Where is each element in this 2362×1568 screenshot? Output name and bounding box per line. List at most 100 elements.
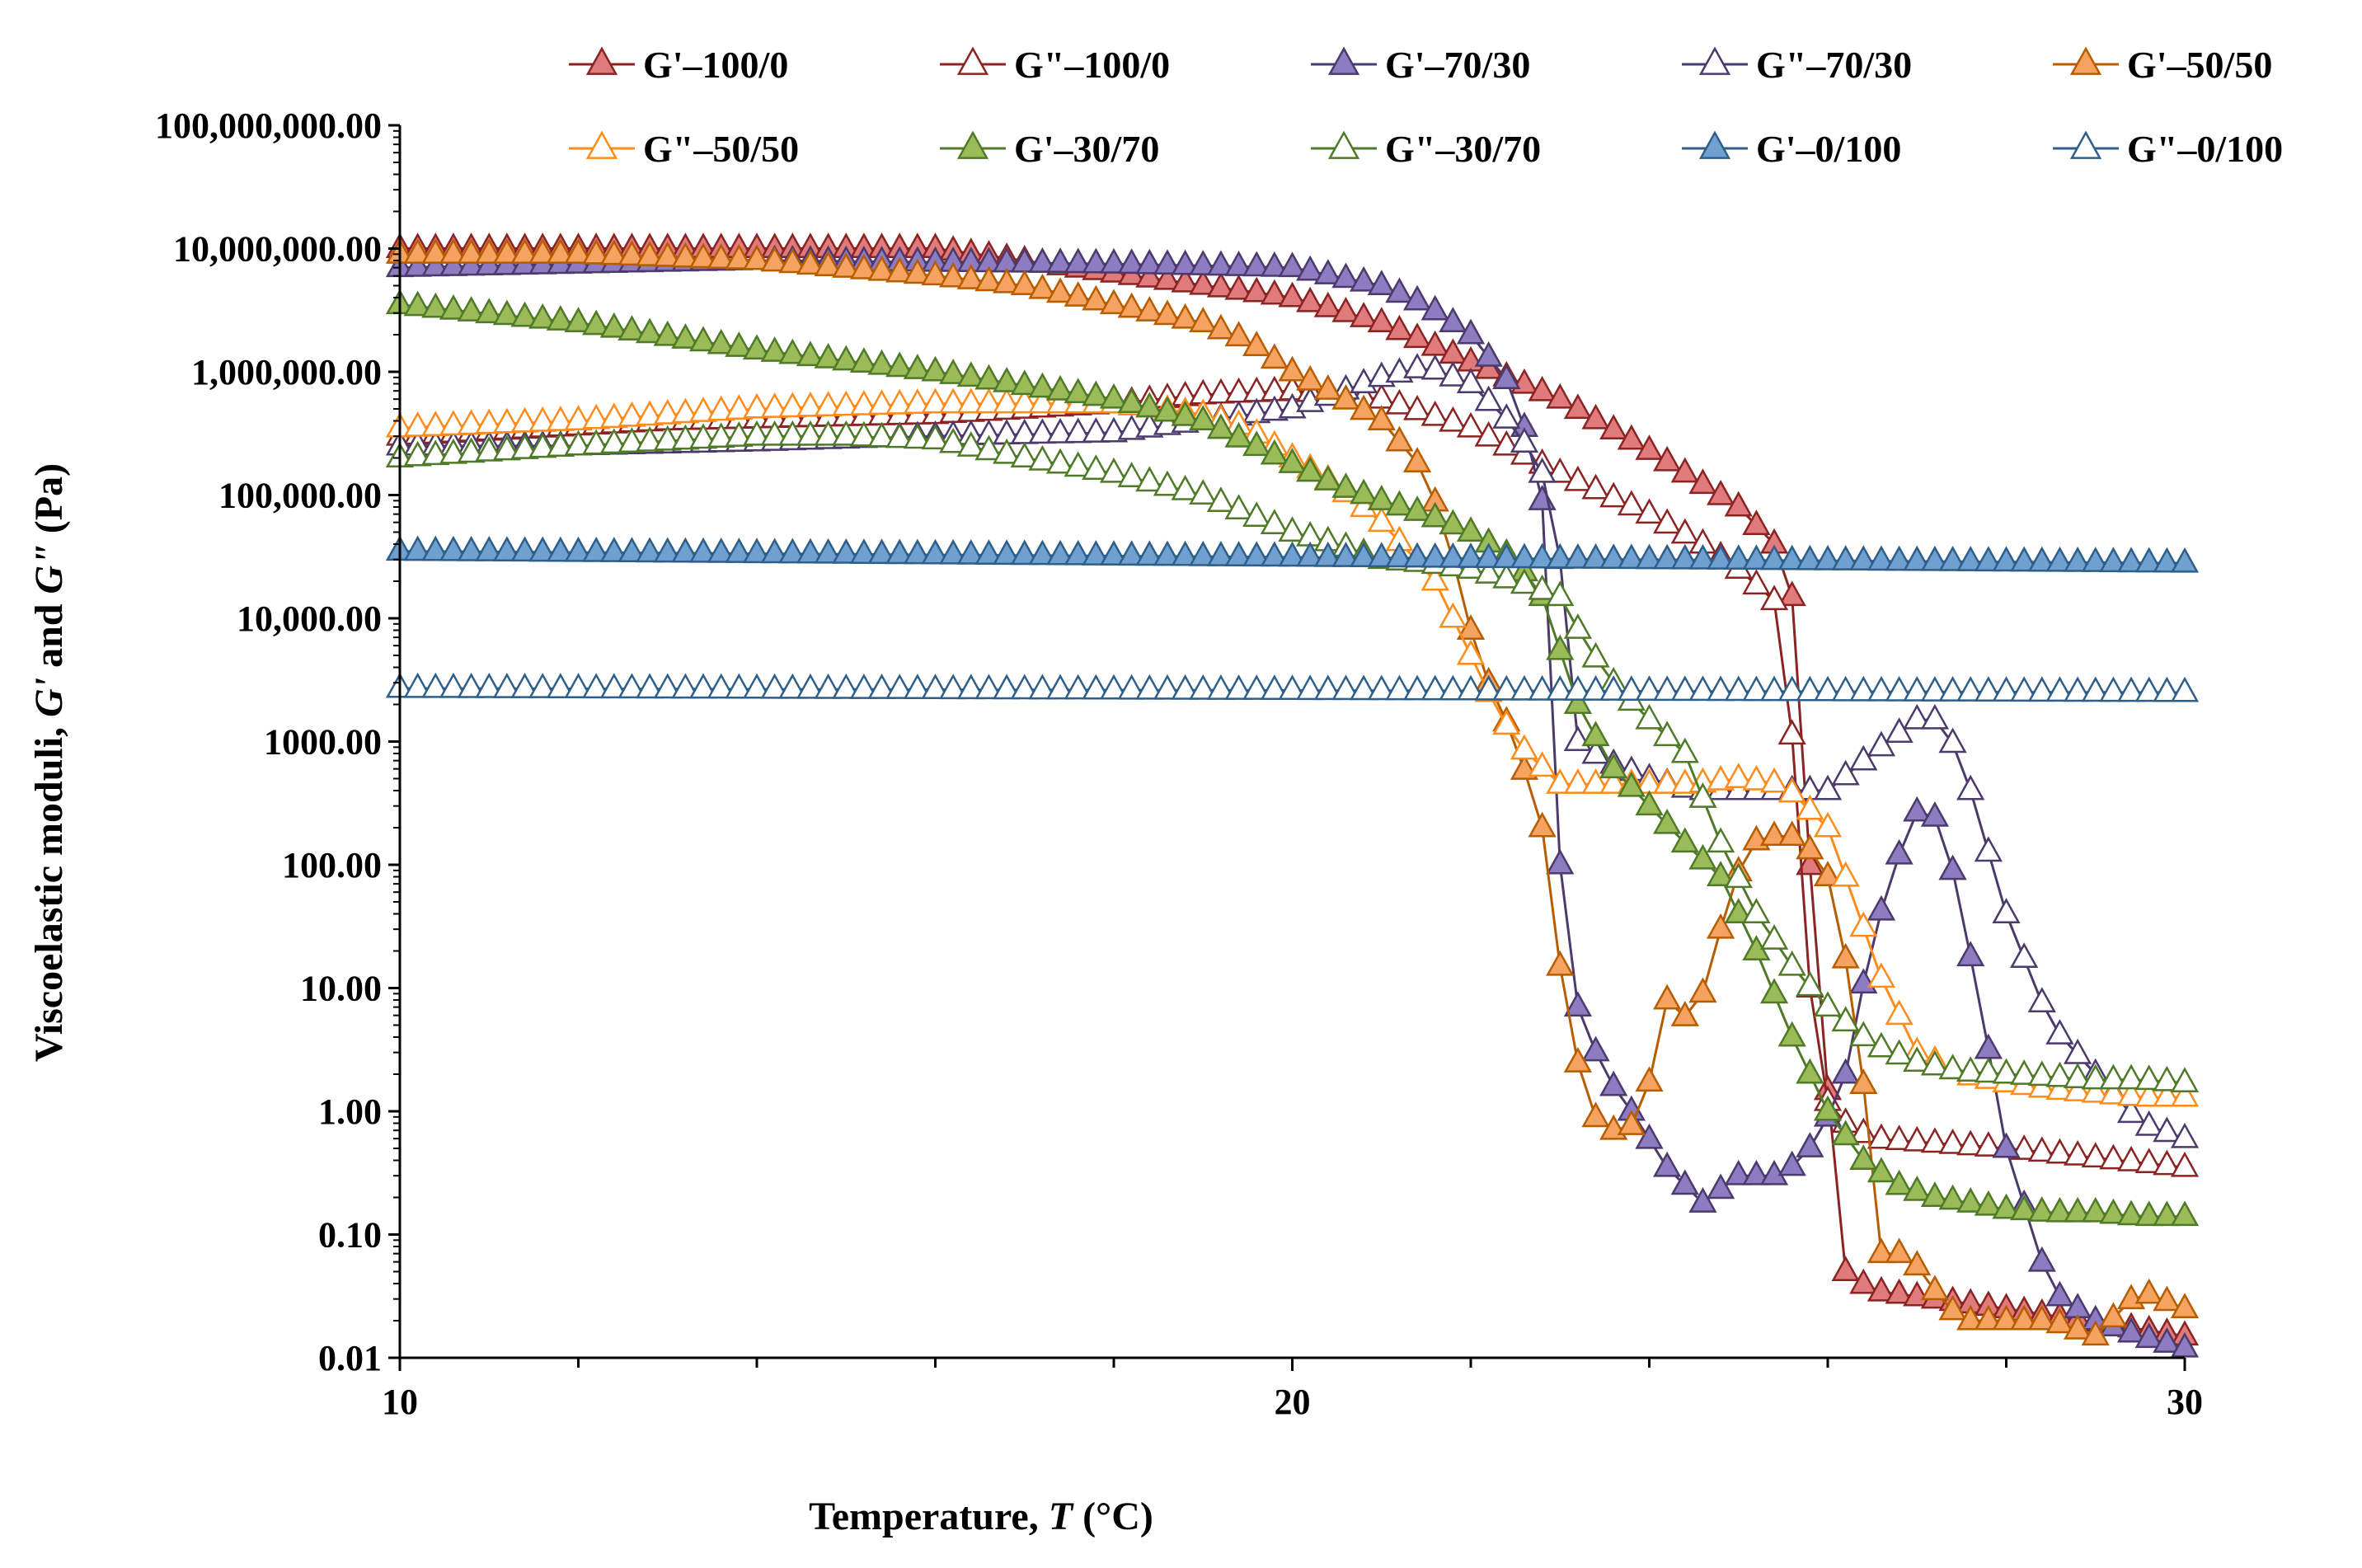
data-point xyxy=(1367,307,1396,333)
data-point xyxy=(2045,1196,2074,1223)
data-point xyxy=(1920,675,1950,702)
data-point xyxy=(1528,375,1557,401)
data-point xyxy=(1903,703,1932,730)
data-point xyxy=(974,265,1003,292)
data-point xyxy=(2116,1199,2146,1226)
data-point xyxy=(939,359,968,384)
data-point xyxy=(832,390,861,416)
data-point xyxy=(1528,811,1557,838)
data-point xyxy=(2099,1302,2128,1328)
data-point xyxy=(1831,759,1860,786)
legend-item: G"–50/50 xyxy=(569,128,799,170)
data-point xyxy=(956,361,985,387)
data-point xyxy=(475,435,504,462)
data-point xyxy=(1206,313,1236,340)
data-point xyxy=(1742,898,1771,923)
data-point xyxy=(814,420,843,446)
data-point xyxy=(2116,1145,2146,1171)
legend-label: G'–100/0 xyxy=(643,44,788,86)
data-point xyxy=(635,400,664,426)
data-point xyxy=(1813,811,1843,838)
data-point xyxy=(725,394,754,420)
data-point xyxy=(492,238,522,264)
data-point xyxy=(1117,462,1146,487)
data-point xyxy=(1831,1256,1860,1282)
data-point xyxy=(1777,950,1806,976)
data-point xyxy=(921,387,950,414)
data-point xyxy=(2010,1304,2039,1331)
data-point xyxy=(421,411,450,436)
data-point xyxy=(492,672,522,698)
data-point xyxy=(403,440,432,467)
series-9 xyxy=(385,672,2200,702)
data-point xyxy=(1189,250,1218,275)
series-layer xyxy=(385,232,2200,1358)
data-point xyxy=(1581,675,1610,701)
data-point xyxy=(653,425,682,451)
data-point xyxy=(1313,374,1342,400)
data-point xyxy=(742,334,772,360)
data-point xyxy=(599,428,628,454)
data-point xyxy=(707,673,735,699)
data-point xyxy=(1867,962,1896,988)
data-point xyxy=(1546,542,1575,569)
data-point xyxy=(1492,542,1521,569)
y-tick-label: 10,000.00 xyxy=(237,599,382,639)
data-point xyxy=(1028,387,1057,414)
data-point xyxy=(1956,546,1985,571)
data-point xyxy=(421,439,450,466)
x-axis-title: Temperature, T (°C) xyxy=(809,1495,1153,1538)
data-point xyxy=(1385,277,1414,303)
data-point xyxy=(1992,1304,2021,1331)
data-point xyxy=(903,354,932,379)
data-point xyxy=(903,388,932,414)
data-point xyxy=(1189,307,1218,333)
data-point xyxy=(760,673,789,699)
series-5 xyxy=(385,387,2200,1107)
data-point xyxy=(814,342,843,369)
data-point xyxy=(1189,269,1218,295)
legend-item: G'–0/100 xyxy=(1682,128,1901,170)
data-point xyxy=(1028,372,1057,398)
data-point xyxy=(1974,836,2003,862)
data-point xyxy=(867,674,896,699)
data-point xyxy=(1420,400,1449,426)
data-point xyxy=(1010,674,1039,700)
data-point xyxy=(2170,1067,2200,1093)
data-point xyxy=(1938,1184,1967,1210)
data-point xyxy=(1849,675,1878,702)
data-point xyxy=(1617,543,1646,570)
data-point xyxy=(1956,941,1985,967)
axes-layer: 0.01 0.10 1.00 10.00 100.00 1000.00 10,000.00 1… xyxy=(155,106,2203,1422)
data-point xyxy=(867,255,896,281)
data-point xyxy=(1010,539,1039,566)
data-point xyxy=(1420,501,1449,528)
data-point xyxy=(671,537,700,563)
data-point xyxy=(1010,387,1039,414)
data-point xyxy=(1724,675,1753,702)
data-point xyxy=(1439,542,1467,568)
data-point xyxy=(1849,911,1878,937)
data-point xyxy=(885,351,914,378)
data-point xyxy=(2170,676,2200,702)
data-point xyxy=(528,432,557,458)
data-point xyxy=(1796,1058,1824,1084)
data-point xyxy=(1045,674,1075,700)
data-point xyxy=(1420,674,1449,701)
x-tick-label: 10 xyxy=(382,1382,418,1422)
data-point xyxy=(1903,675,1932,702)
data-point xyxy=(1242,251,1271,277)
data-point xyxy=(1813,774,1843,800)
data-point xyxy=(1402,394,1432,420)
data-point xyxy=(2063,1139,2092,1166)
data-point xyxy=(1510,734,1539,760)
data-point xyxy=(1135,674,1164,700)
data-point xyxy=(1064,247,1092,274)
data-point xyxy=(1992,546,2021,572)
data-point xyxy=(439,672,468,698)
data-point xyxy=(1992,1132,2021,1158)
data-point xyxy=(1242,501,1271,528)
data-point xyxy=(778,247,807,274)
data-point xyxy=(1563,542,1593,569)
data-point xyxy=(1546,950,1575,976)
